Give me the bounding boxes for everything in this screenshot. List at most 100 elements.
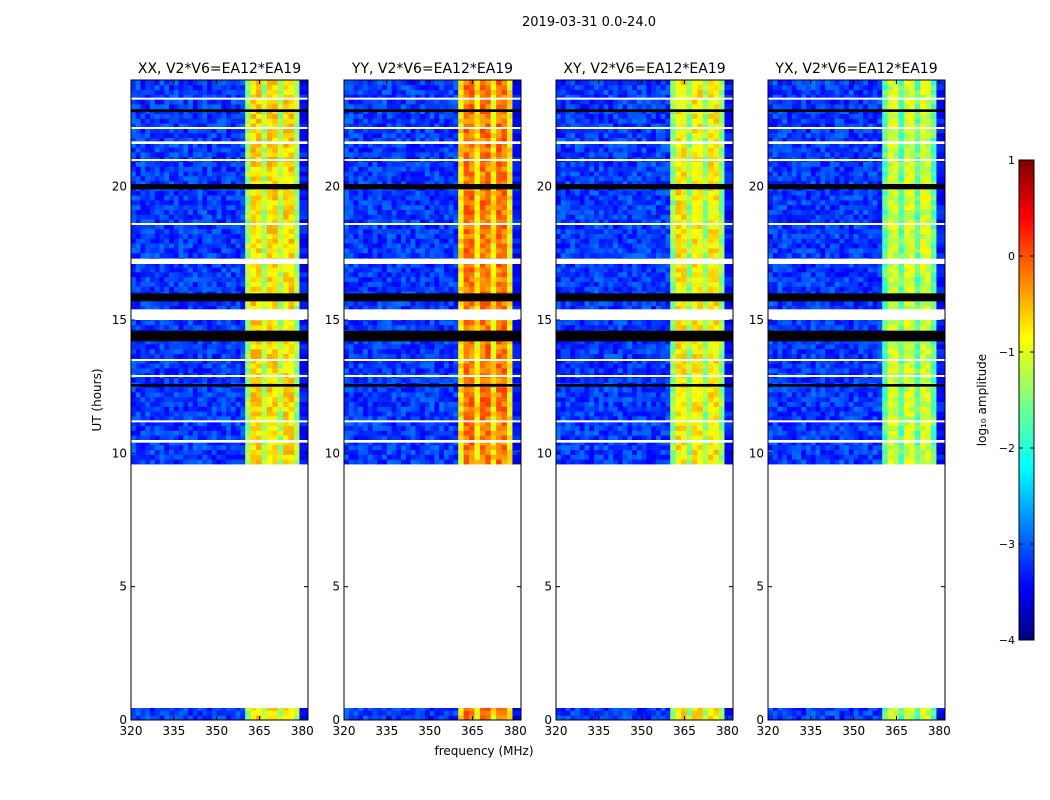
heatmap-cell bbox=[485, 392, 492, 398]
heatmap-cell bbox=[188, 80, 194, 86]
heatmap-cell bbox=[173, 459, 179, 465]
heatmap-cell bbox=[178, 387, 184, 393]
heatmap-cell bbox=[405, 377, 412, 383]
heatmap-cell bbox=[485, 200, 492, 206]
heatmap-cell bbox=[169, 411, 175, 417]
heatmap-cell bbox=[159, 224, 165, 230]
heatmap-cell bbox=[490, 267, 497, 273]
heatmap-cell bbox=[256, 363, 262, 369]
heatmap-cell bbox=[202, 209, 208, 215]
heatmap-cell bbox=[226, 344, 232, 350]
heatmap-cell bbox=[490, 449, 497, 455]
heatmap-cell bbox=[140, 166, 146, 172]
heatmap-cell bbox=[512, 420, 521, 426]
heatmap-cell bbox=[294, 272, 300, 278]
heatmap-cell bbox=[415, 348, 421, 354]
heatmap-cell bbox=[372, 420, 378, 426]
heatmap-cell bbox=[197, 459, 203, 465]
heatmap-cell bbox=[159, 435, 165, 441]
heatmap-cell bbox=[396, 387, 402, 393]
heatmap-cell bbox=[192, 392, 199, 398]
heatmap-cell bbox=[439, 224, 445, 230]
heatmap-cell bbox=[245, 411, 252, 417]
heatmap-cell bbox=[405, 243, 412, 249]
heatmap-cell bbox=[145, 142, 151, 148]
heatmap-cell bbox=[377, 353, 383, 359]
heatmap-cell bbox=[154, 243, 160, 249]
heatmap-cell bbox=[150, 137, 156, 143]
heatmap-cell bbox=[188, 161, 194, 167]
heatmap-cell bbox=[188, 248, 194, 254]
heatmap-cell bbox=[159, 214, 165, 220]
heatmap-cell bbox=[173, 416, 179, 422]
heatmap-cell bbox=[501, 233, 508, 239]
heatmap-cell bbox=[363, 281, 369, 287]
heatmap-cell bbox=[463, 449, 470, 455]
heatmap-cell bbox=[424, 377, 431, 383]
heatmap-cell bbox=[188, 180, 194, 186]
heatmap-cell bbox=[474, 420, 481, 426]
heatmap-cell bbox=[463, 392, 470, 398]
heatmap-cell bbox=[256, 132, 262, 138]
heatmap-cell bbox=[512, 281, 521, 287]
heatmap-cell bbox=[192, 300, 199, 306]
heatmap-cell bbox=[159, 710, 165, 716]
heatmap-cell bbox=[429, 286, 435, 292]
heatmap-cell bbox=[485, 406, 492, 412]
heatmap-cell bbox=[443, 209, 450, 215]
heatmap-cell bbox=[372, 348, 378, 354]
heatmap-cell bbox=[226, 401, 232, 407]
heatmap-cell bbox=[188, 387, 194, 393]
heatmap-cell bbox=[183, 339, 189, 345]
heatmap-cell bbox=[490, 708, 497, 711]
heatmap-cell bbox=[173, 161, 179, 167]
heatmap-cell bbox=[230, 377, 237, 383]
heatmap-cell bbox=[474, 377, 481, 383]
heatmap-cell bbox=[221, 132, 227, 138]
heatmap-cell bbox=[420, 353, 426, 359]
heatmap-cell bbox=[382, 243, 388, 249]
heatmap-cell bbox=[221, 368, 227, 374]
heatmap-cell bbox=[434, 344, 440, 350]
heatmap-cell bbox=[490, 233, 497, 239]
heatmap-cell bbox=[211, 430, 218, 436]
heatmap-cell bbox=[250, 180, 257, 186]
heatmap-cell bbox=[154, 219, 160, 225]
heatmap-cell bbox=[202, 420, 208, 426]
heatmap-cell bbox=[240, 392, 246, 398]
heatmap-cell bbox=[299, 276, 308, 282]
heatmap-cell bbox=[415, 459, 421, 465]
heatmap-cell bbox=[377, 238, 383, 244]
heatmap-cell bbox=[211, 339, 218, 345]
heatmap-cell bbox=[272, 104, 279, 110]
heatmap-cell bbox=[277, 228, 284, 234]
heatmap-cell bbox=[230, 272, 237, 278]
heatmap-cell bbox=[272, 339, 279, 345]
heatmap-cell bbox=[250, 248, 257, 254]
heatmap-cell bbox=[250, 99, 257, 105]
heatmap-cell bbox=[474, 392, 481, 398]
heatmap-cell bbox=[173, 195, 179, 201]
heatmap-cell bbox=[344, 363, 350, 369]
heatmap-cell bbox=[250, 368, 257, 374]
heatmap-cell bbox=[145, 416, 151, 422]
heatmap-cell bbox=[145, 123, 151, 129]
heatmap-cell bbox=[283, 176, 289, 182]
heatmap-cell bbox=[211, 147, 218, 153]
heatmap-cell bbox=[463, 406, 470, 412]
heatmap-cell bbox=[485, 396, 492, 402]
heatmap-cell bbox=[140, 344, 146, 350]
heatmap-cell bbox=[131, 99, 137, 105]
heatmap-cell bbox=[178, 152, 184, 158]
heatmap-cell bbox=[277, 387, 284, 393]
heatmap-cell bbox=[240, 161, 246, 167]
heatmap-cell bbox=[154, 396, 160, 402]
heatmap-cell bbox=[150, 89, 156, 95]
heatmap-cell bbox=[386, 401, 392, 407]
heatmap-cell bbox=[299, 281, 308, 287]
heatmap-cell bbox=[429, 305, 435, 311]
heatmap-cell bbox=[401, 406, 407, 412]
heatmap-cell bbox=[235, 430, 241, 436]
heatmap-cell bbox=[474, 425, 481, 431]
heatmap-cell bbox=[178, 89, 184, 95]
